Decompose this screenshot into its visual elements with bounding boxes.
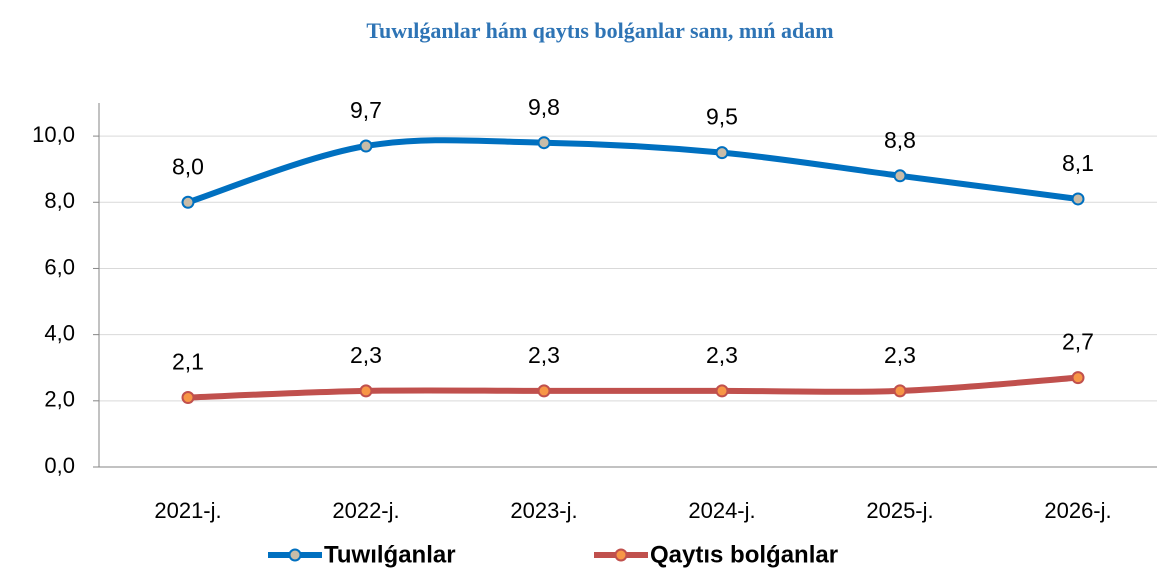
y-tick-label: 0,0 — [44, 453, 75, 478]
legend-marker — [614, 548, 628, 562]
data-label: 2,3 — [350, 342, 382, 368]
x-tick-label: 2024-j. — [688, 498, 755, 523]
legend-label: Tuwılǵanlar — [324, 541, 456, 568]
x-tick-label: 2025-j. — [866, 498, 933, 523]
series-line — [185, 374, 1081, 401]
marker — [181, 391, 195, 405]
marker — [537, 384, 551, 398]
legend-marker — [288, 548, 302, 562]
data-label: 8,1 — [1062, 150, 1094, 176]
data-label: 2,7 — [1062, 329, 1094, 355]
marker — [359, 139, 373, 153]
marker — [181, 195, 195, 209]
y-tick-label: 10,0 — [32, 122, 75, 147]
data-label: 9,5 — [706, 104, 738, 130]
marker — [1071, 192, 1085, 206]
series-line — [185, 137, 1081, 206]
marker — [1071, 371, 1085, 385]
data-label: 9,7 — [350, 97, 382, 123]
chart-title: Tuwılǵanlar hám qaytıs bolǵanlar sanı, m… — [366, 18, 833, 43]
data-label: 2,3 — [706, 342, 738, 368]
data-label: 9,8 — [528, 94, 560, 120]
data-label: 2,3 — [884, 342, 916, 368]
data-label: 2,1 — [172, 349, 204, 375]
data-label: 2,3 — [528, 342, 560, 368]
marker — [893, 169, 907, 183]
data-label: 8,8 — [884, 127, 916, 153]
marker — [359, 384, 373, 398]
data-label: 8,0 — [172, 153, 204, 179]
marker — [537, 136, 551, 150]
legend-label: Qaytıs bolǵanlar — [650, 541, 838, 568]
y-tick-label: 6,0 — [44, 254, 75, 279]
x-tick-label: 2023-j. — [510, 498, 577, 523]
x-tick-label: 2021-j. — [154, 498, 221, 523]
y-tick-label: 2,0 — [44, 387, 75, 412]
x-tick-label: 2026-j. — [1044, 498, 1111, 523]
y-tick-label: 8,0 — [44, 188, 75, 213]
marker — [715, 384, 729, 398]
marker — [715, 146, 729, 160]
x-tick-label: 2022-j. — [332, 498, 399, 523]
marker — [893, 384, 907, 398]
y-tick-label: 4,0 — [44, 320, 75, 345]
